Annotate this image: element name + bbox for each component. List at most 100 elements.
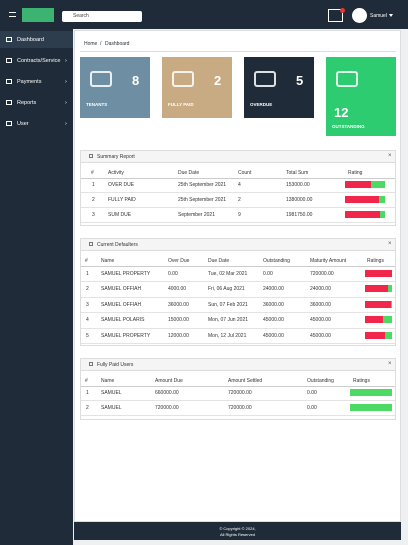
rating-red [345, 211, 381, 218]
nav-item[interactable]: Contracts/Service [17, 58, 61, 64]
row-rule [81, 343, 395, 344]
column-header: # [85, 378, 88, 384]
column-header: Due Date [178, 170, 200, 176]
cell: 45000.00 [310, 332, 331, 339]
column-header: # [91, 170, 94, 176]
cell: 4 [238, 182, 241, 188]
row-rule [81, 222, 395, 223]
menu-toggle[interactable] [9, 12, 16, 17]
nav-icon [6, 79, 12, 84]
caret[interactable] [389, 14, 393, 17]
header-rule [81, 386, 395, 387]
panel-icon [89, 362, 93, 366]
cell: 45000.00 [310, 317, 331, 324]
panel-title: Current Defaulters [97, 242, 138, 248]
rating-red [365, 270, 392, 277]
cell: 4 [86, 317, 89, 324]
nav-arrow: › [65, 100, 67, 106]
search-box[interactable] [62, 11, 142, 22]
rating-green [387, 285, 392, 293]
cell: 24000.00 [310, 286, 331, 293]
divider [80, 51, 396, 52]
nav-item[interactable]: Reports [17, 100, 37, 106]
nav-arrow: › [65, 79, 67, 85]
cell: 45000.00 [263, 332, 284, 339]
rating-red [365, 316, 383, 324]
mail-icon[interactable] [328, 9, 343, 22]
cell: 0.00 [307, 405, 317, 411]
row-rule [81, 327, 395, 329]
column-header: Outstanding [263, 258, 290, 264]
nav-icon [6, 121, 12, 126]
column-header: Total Sum [286, 170, 309, 176]
cell: 36000.00 [168, 301, 189, 308]
cell: 3 [92, 212, 95, 218]
row-rule [81, 400, 395, 401]
stat-label: TENANTS [86, 102, 108, 107]
stat-value: 5 [296, 73, 304, 88]
sidebar [0, 29, 73, 545]
column-header: Name [101, 258, 115, 264]
cell: 720000.00 [155, 405, 179, 411]
column-header: # [85, 258, 88, 264]
column-header: Activity [108, 170, 124, 176]
footer [74, 522, 401, 540]
cell: OVER DUE [108, 182, 135, 188]
stat-icon [336, 71, 358, 87]
stat-label: OVERDUE [250, 102, 273, 107]
nav-item[interactable]: Payments [17, 79, 42, 85]
rating-green [379, 196, 385, 203]
rating-green [371, 181, 385, 188]
cell: September 2021 [178, 212, 215, 218]
nav-item[interactable]: Dashboard [17, 37, 44, 43]
cell: SAMUEL [101, 405, 122, 411]
column-header: Outstanding [307, 378, 334, 384]
row-rule [81, 296, 395, 298]
cell: 660000.00 [155, 390, 179, 396]
panel-close[interactable]: × [388, 241, 392, 247]
cell: 720000.00 [228, 390, 252, 396]
stat-label: OUTSTANDING [332, 124, 365, 129]
stat-value: 2 [214, 73, 222, 88]
cell: SAMUEL OFFIAH [101, 286, 142, 293]
cell: 12000.00 [168, 332, 189, 339]
column-header: Rating [348, 170, 363, 176]
cell: SAMUEL OFFIAH [101, 301, 142, 308]
rights: All Rights Reserved [219, 532, 256, 537]
rating-red [345, 181, 371, 188]
logo[interactable] [22, 8, 54, 22]
cell: Sun, 07 Feb 2021 [208, 301, 248, 308]
cell: 3 [86, 301, 89, 308]
nav-icon [6, 58, 12, 63]
column-header: Ratings [367, 258, 384, 264]
cell: 2 [92, 197, 95, 203]
nav-icon [6, 100, 12, 105]
rating-green [390, 300, 392, 308]
avatar[interactable] [352, 8, 367, 23]
column-header: Maturity Amount [310, 258, 347, 264]
panel-header [81, 359, 395, 371]
cell: 1981750.00 [286, 212, 313, 218]
rating-green [350, 389, 392, 396]
column-header: Count [238, 170, 252, 176]
panel-close[interactable]: × [388, 153, 392, 159]
row-rule [81, 207, 395, 208]
panel-title: Fully Paid Users [97, 362, 134, 368]
panel-title: Summary Report [97, 154, 135, 160]
nav-arrow: › [65, 58, 67, 64]
breadcrumb-sep: / [100, 41, 102, 47]
search-placeholder: Search [73, 13, 89, 19]
cell: 0.00 [307, 390, 317, 396]
rating-red [345, 196, 379, 203]
rating-red [365, 331, 386, 339]
panel-close[interactable]: × [388, 361, 392, 367]
stat-icon [254, 71, 276, 87]
nav-item[interactable]: User [17, 121, 29, 127]
notification-dot [340, 8, 345, 13]
column-header: Ratings [353, 378, 370, 384]
cell: Mon, 12 Jul 2021 [208, 332, 247, 339]
rating-red [365, 300, 391, 308]
user-name[interactable]: Samuel [370, 13, 387, 19]
cell: SAMUEL [101, 390, 122, 396]
breadcrumb-home[interactable]: Home [84, 41, 98, 47]
